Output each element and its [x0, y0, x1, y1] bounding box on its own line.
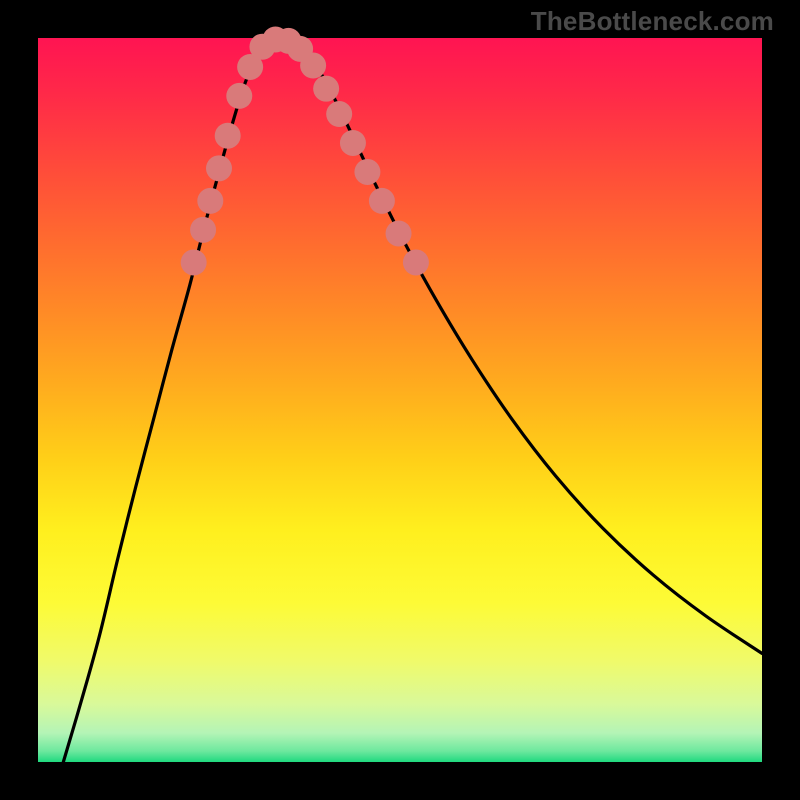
curve-marker — [313, 76, 339, 102]
plot-area — [38, 38, 762, 762]
curve-marker — [354, 159, 380, 185]
curve-marker — [197, 188, 223, 214]
curve-marker — [369, 188, 395, 214]
curve-layer — [38, 38, 762, 762]
curve-marker — [340, 130, 366, 156]
curve-marker — [226, 83, 252, 109]
curve-marker — [386, 220, 412, 246]
curve-marker — [403, 249, 429, 275]
marker-group — [181, 26, 429, 275]
curve-marker — [300, 53, 326, 79]
curve-marker — [190, 217, 216, 243]
chart-container: TheBottleneck.com — [0, 0, 800, 800]
curve-marker — [326, 101, 352, 127]
curve-marker — [215, 123, 241, 149]
curve-marker — [206, 155, 232, 181]
curve-marker — [181, 249, 207, 275]
watermark-text: TheBottleneck.com — [531, 6, 774, 37]
bottleneck-curve — [63, 39, 762, 762]
